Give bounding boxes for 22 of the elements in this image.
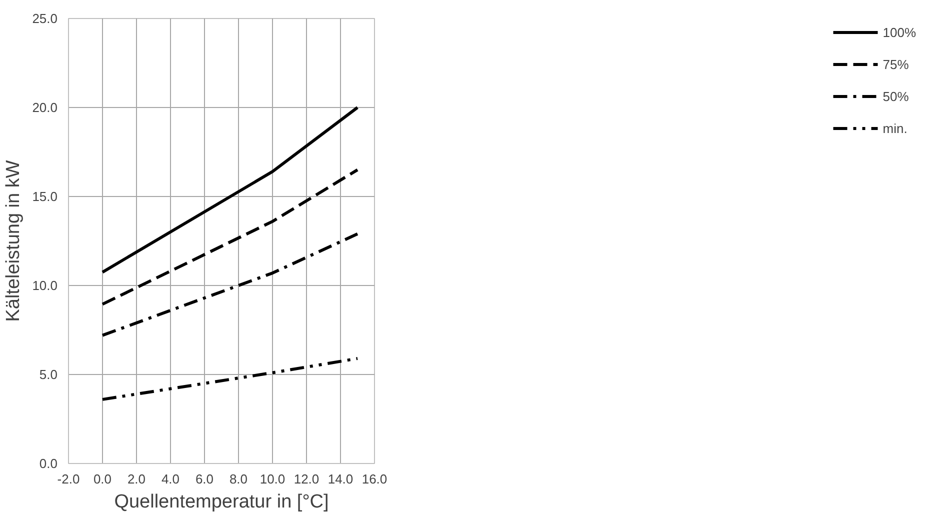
x-tick-label: 16.0: [362, 472, 388, 486]
x-axis-title: Quellentemperatur in [°C]: [114, 492, 329, 512]
y-tick-label: 5.0: [39, 367, 58, 382]
x-tick-label: 4.0: [161, 472, 180, 486]
legend-label: 75%: [882, 56, 909, 72]
y-tick-label: 0.0: [39, 456, 58, 471]
x-tick-label: 2.0: [127, 472, 146, 486]
x-tick-label: -2.0: [57, 472, 80, 486]
x-tick-label: 10.0: [260, 472, 286, 486]
x-tick-label: 12.0: [294, 472, 320, 486]
x-tick-label: 0.0: [93, 472, 112, 486]
y-tick-label: 25.0: [32, 11, 58, 26]
legend-label: 100%: [882, 24, 916, 40]
x-tick-label: 8.0: [229, 472, 248, 486]
legend-label: min.: [882, 120, 908, 136]
y-tick-label: 10.0: [32, 278, 58, 293]
x-tick-label: 14.0: [328, 472, 354, 486]
legend-label: 50%: [882, 88, 909, 104]
y-axis-title: Kälteleistung in kW: [3, 160, 24, 322]
x-tick-label: 6.0: [195, 472, 214, 486]
y-tick-label: 20.0: [32, 100, 58, 115]
y-tick-label: 15.0: [32, 189, 58, 204]
